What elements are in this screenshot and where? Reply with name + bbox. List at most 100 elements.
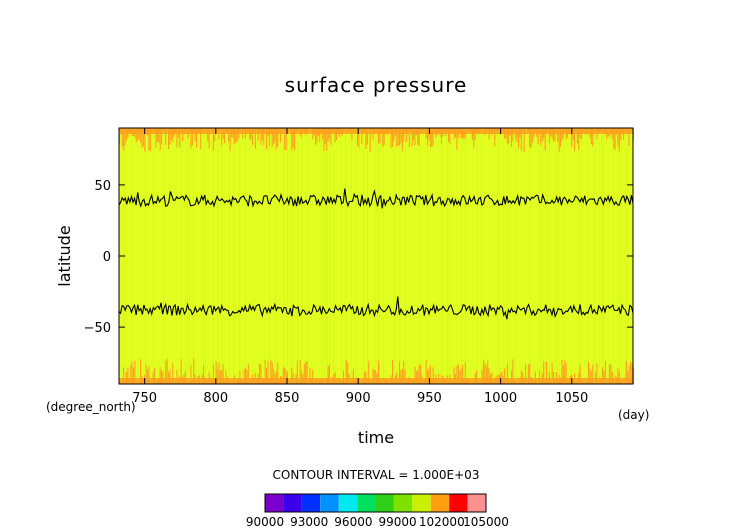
high-pressure-spike	[399, 128, 401, 146]
high-pressure-spike	[578, 372, 580, 384]
field-stripe	[333, 128, 334, 384]
high-pressure-spike	[452, 128, 454, 131]
high-pressure-spike	[431, 128, 433, 148]
high-pressure-spike	[446, 375, 448, 384]
high-pressure-spike	[628, 128, 630, 147]
high-pressure-spike	[604, 360, 606, 384]
high-pressure-spike	[168, 372, 170, 384]
y-tick-label: −50	[84, 321, 111, 336]
high-pressure-spike	[294, 128, 296, 151]
high-pressure-spike	[551, 362, 553, 384]
high-pressure-spike	[382, 128, 384, 147]
high-pressure-spike	[210, 128, 212, 130]
field-stripe	[213, 128, 214, 384]
contour-line-1	[118, 188, 634, 209]
high-pressure-spike	[172, 362, 174, 384]
high-pressure-spike	[506, 128, 508, 144]
high-pressure-spike	[359, 382, 361, 384]
high-pressure-spike	[511, 128, 513, 148]
high-pressure-spike	[317, 128, 319, 137]
field-stripe	[189, 128, 190, 384]
high-pressure-spike	[620, 128, 622, 141]
high-pressure-spike	[575, 381, 577, 384]
high-pressure-spike	[476, 370, 478, 384]
high-pressure-spike	[148, 366, 150, 384]
high-pressure-spike	[428, 368, 430, 384]
high-pressure-spike	[351, 128, 353, 140]
high-pressure-spike	[285, 369, 287, 384]
field-stripe	[341, 128, 342, 384]
high-pressure-spike	[201, 374, 203, 384]
high-pressure-spike	[165, 128, 167, 145]
high-pressure-spike	[275, 371, 277, 384]
field-stripe	[405, 128, 406, 384]
high-pressure-spike	[422, 128, 424, 130]
field-stripe	[393, 128, 394, 384]
high-pressure-spike	[333, 373, 335, 384]
high-pressure-spike	[170, 128, 172, 140]
high-pressure-spike	[459, 128, 461, 132]
high-pressure-spike	[197, 376, 199, 384]
field-stripe	[321, 128, 322, 384]
colorbar-swatch	[449, 494, 468, 512]
high-pressure-spike	[453, 128, 455, 140]
high-pressure-spike	[303, 128, 305, 132]
high-pressure-spike	[212, 364, 214, 384]
high-pressure-spike	[334, 128, 336, 143]
high-pressure-spike	[548, 372, 550, 384]
high-pressure-spike	[478, 128, 480, 134]
colorbar-swatch	[357, 494, 376, 512]
field-stripe	[367, 128, 368, 384]
high-pressure-spike	[233, 375, 235, 384]
high-pressure-spike	[368, 360, 370, 384]
high-pressure-spike	[609, 128, 611, 138]
high-pressure-spike	[464, 362, 466, 384]
high-pressure-spike	[476, 128, 478, 134]
high-pressure-spike	[221, 370, 223, 384]
high-pressure-spike	[301, 370, 303, 384]
high-pressure-spike	[543, 128, 545, 139]
high-pressure-spike	[155, 128, 157, 148]
high-pressure-spike	[534, 128, 536, 131]
high-pressure-spike	[588, 361, 590, 384]
high-pressure-spike	[218, 128, 220, 140]
field-stripe	[593, 128, 594, 384]
high-pressure-spike	[207, 128, 209, 142]
high-pressure-spike	[316, 128, 318, 143]
high-pressure-spike	[484, 128, 486, 136]
high-pressure-spike	[579, 128, 581, 138]
field-stripe	[395, 128, 396, 384]
high-pressure-spike	[467, 378, 469, 384]
colorbar-swatch	[265, 494, 284, 512]
colorbar-tick-label: 102000	[419, 515, 465, 529]
high-pressure-spike	[560, 377, 562, 384]
high-pressure-spike	[295, 374, 297, 384]
high-pressure-spike	[631, 364, 633, 384]
high-pressure-spike	[548, 128, 550, 143]
high-pressure-spike	[270, 360, 272, 384]
field-stripe	[555, 128, 556, 384]
y-unit-label: (degree_north)	[46, 400, 136, 414]
high-pressure-spike	[291, 128, 293, 150]
high-pressure-spike	[406, 382, 408, 384]
high-pressure-spike	[219, 370, 221, 384]
high-pressure-spike	[408, 128, 410, 148]
high-pressure-spike	[121, 382, 123, 384]
high-pressure-spike	[483, 359, 485, 384]
high-pressure-spike	[281, 128, 283, 130]
high-pressure-spike	[246, 128, 248, 131]
high-pressure-spike	[441, 375, 443, 384]
high-pressure-spike	[341, 128, 343, 136]
high-pressure-spike	[208, 128, 210, 149]
high-pressure-spike	[173, 382, 175, 384]
field-stripe	[125, 128, 126, 384]
x-tick-label: 950	[417, 391, 442, 406]
high-pressure-spike	[123, 128, 125, 151]
high-pressure-spike	[516, 128, 518, 143]
field-stripe	[509, 128, 510, 384]
high-pressure-spike	[539, 128, 541, 130]
high-pressure-spike	[369, 128, 371, 152]
high-pressure-spike	[231, 128, 233, 138]
high-pressure-spike	[523, 377, 525, 384]
high-pressure-spike	[173, 128, 175, 137]
